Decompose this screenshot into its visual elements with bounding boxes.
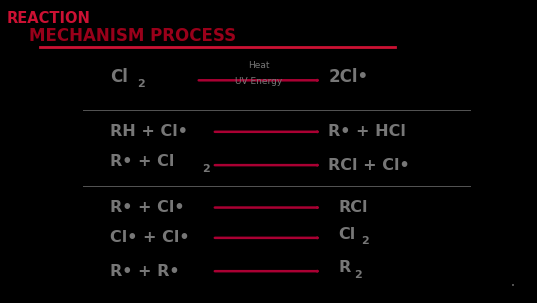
Text: R• + Cl: R• + Cl xyxy=(110,154,175,169)
Text: Cl• + Cl•: Cl• + Cl• xyxy=(110,230,190,245)
Text: 2Cl•: 2Cl• xyxy=(329,68,369,86)
Text: 2: 2 xyxy=(354,270,361,280)
Text: 2: 2 xyxy=(361,236,368,247)
Text: RH + Cl•: RH + Cl• xyxy=(110,124,188,139)
Text: •: • xyxy=(511,283,515,289)
Text: RCl + Cl•: RCl + Cl• xyxy=(328,158,409,173)
Text: Cl: Cl xyxy=(338,227,355,242)
Text: R: R xyxy=(338,260,351,275)
Text: MECHANISM PROCESS: MECHANISM PROCESS xyxy=(6,27,237,45)
Text: R• + HCl: R• + HCl xyxy=(328,124,405,139)
Text: 2: 2 xyxy=(137,79,144,89)
Text: UV Energy: UV Energy xyxy=(235,77,282,86)
Text: REACTION: REACTION xyxy=(6,11,90,26)
Text: Cl: Cl xyxy=(110,68,128,86)
Text: 2: 2 xyxy=(202,164,209,174)
Text: R• + R•: R• + R• xyxy=(110,264,179,279)
Text: R• + Cl•: R• + Cl• xyxy=(110,200,185,215)
Text: RCl: RCl xyxy=(338,200,368,215)
Text: Heat: Heat xyxy=(248,61,270,70)
